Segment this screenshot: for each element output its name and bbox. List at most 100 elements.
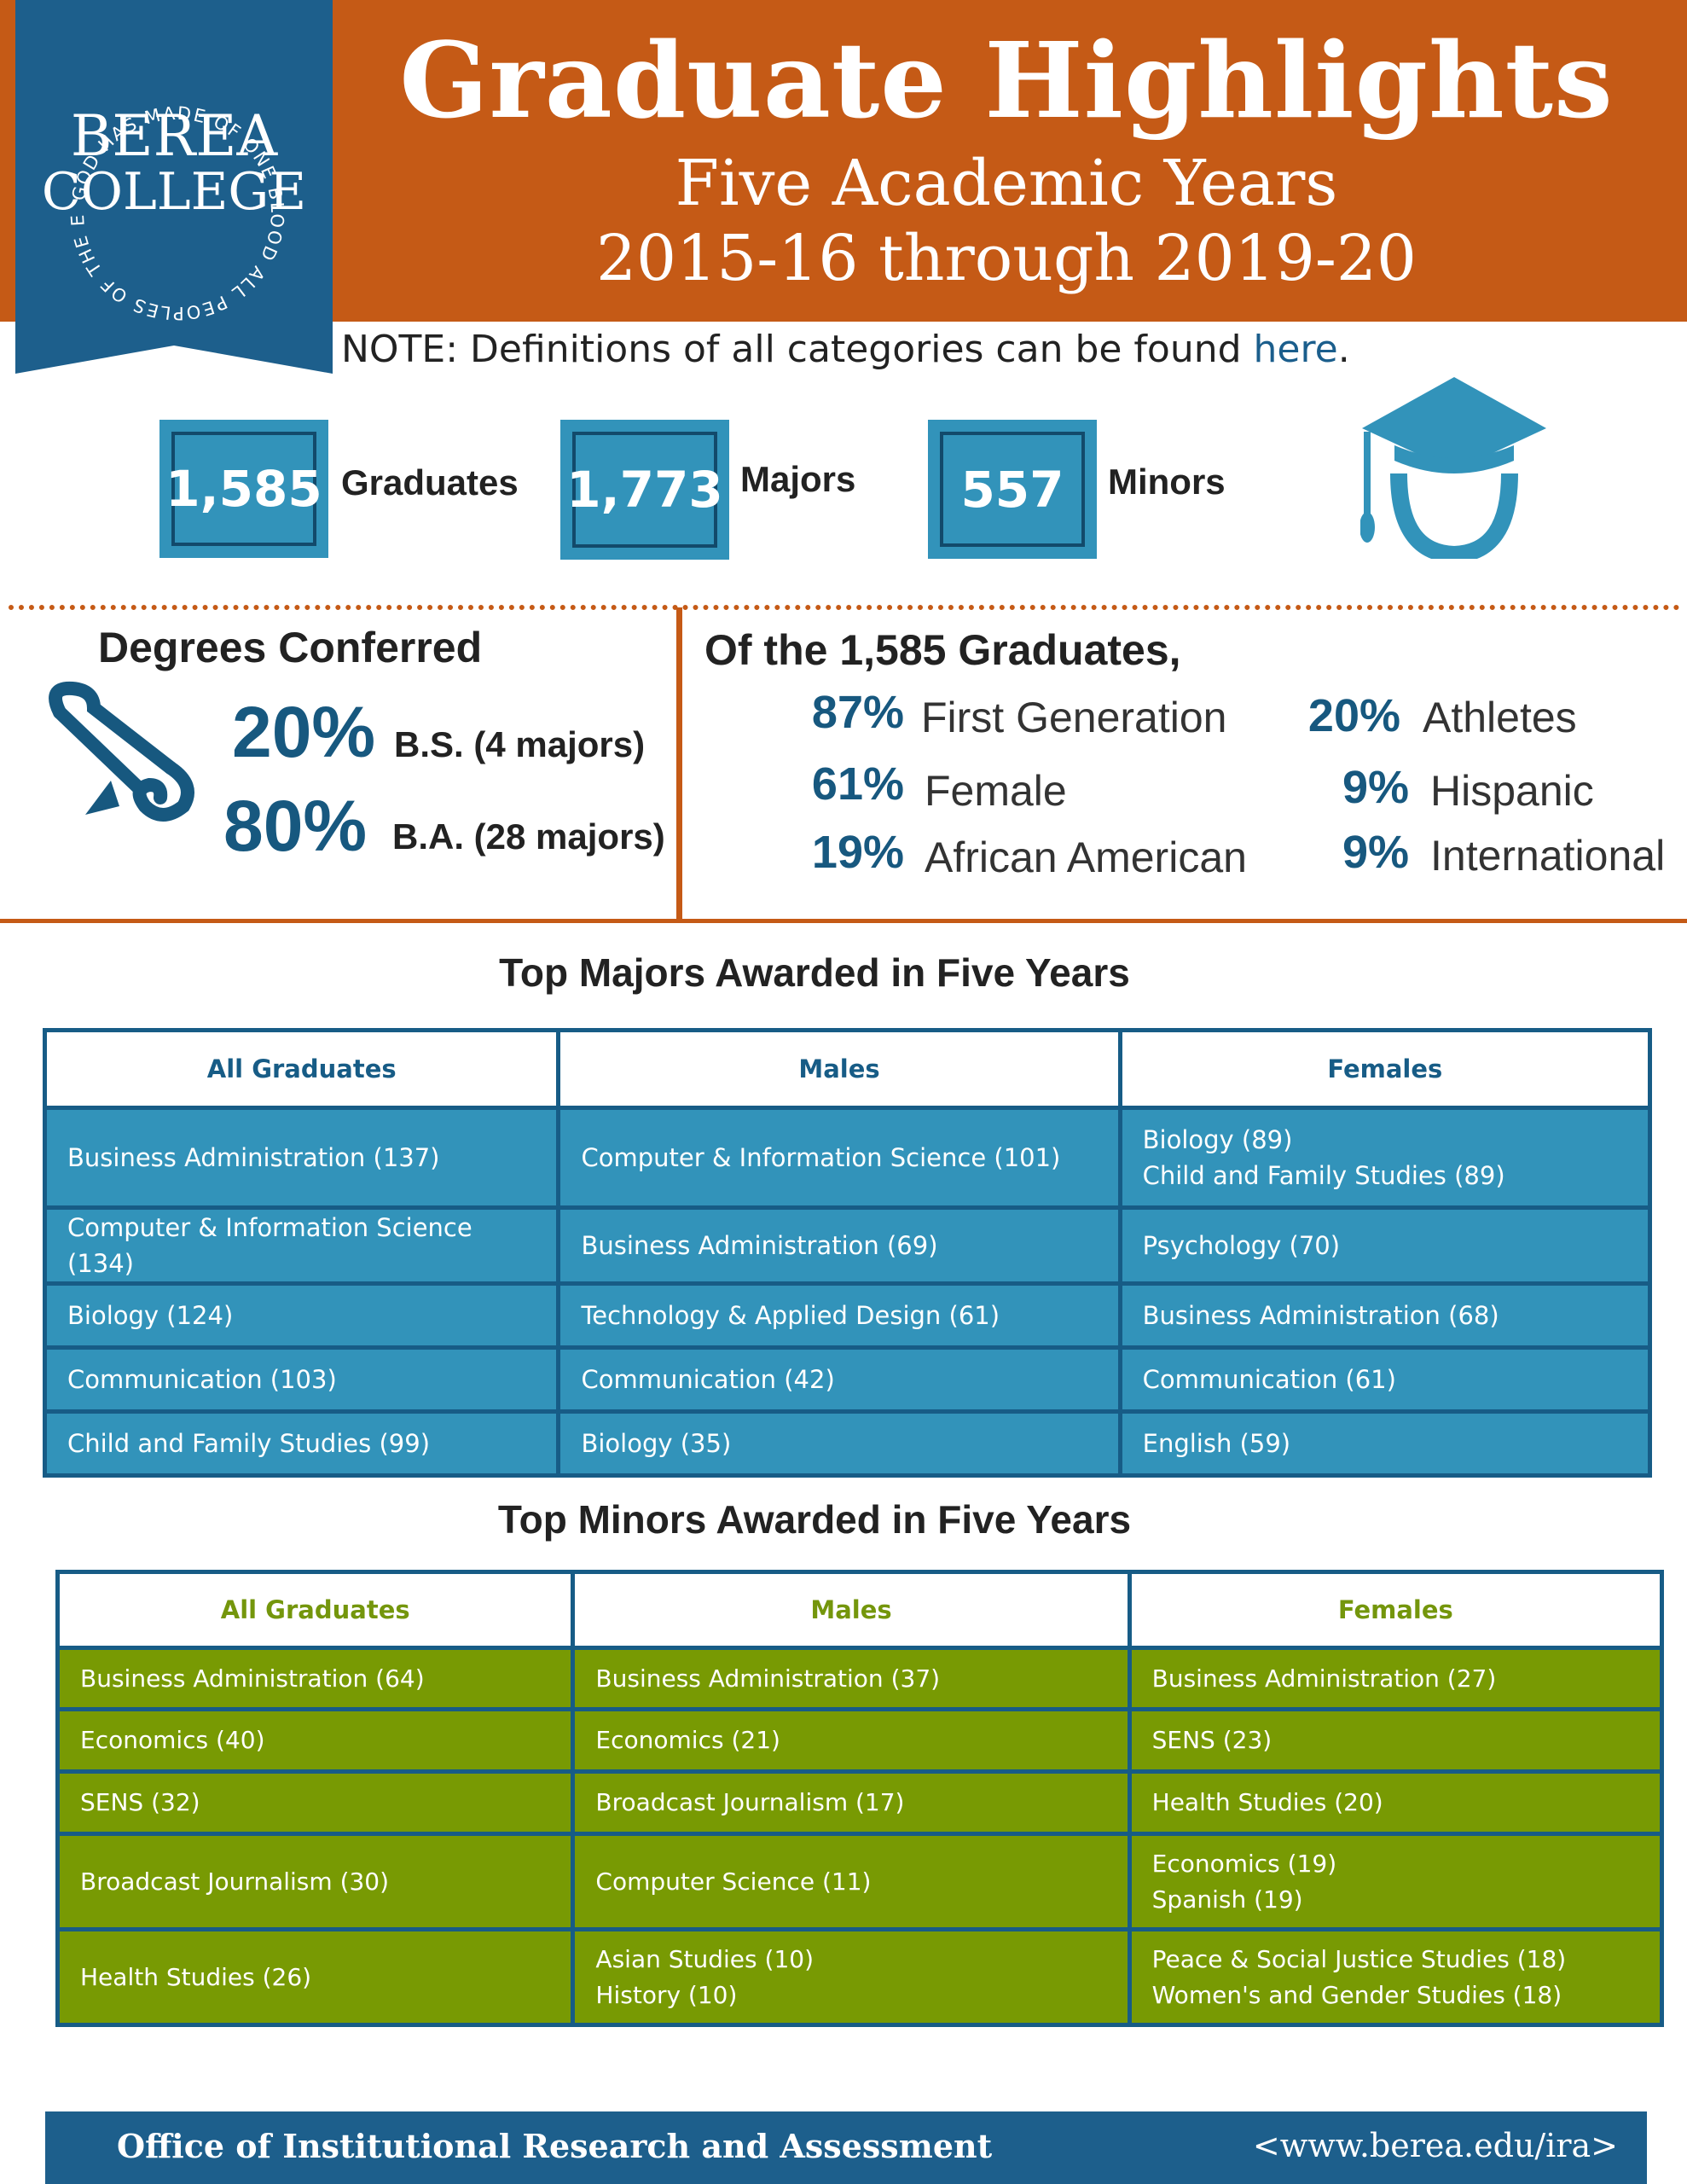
table-cell: Broadcast Journalism (17)	[571, 1769, 1132, 1836]
table-row: Business Administration (137) Computer & …	[42, 1106, 1653, 1210]
cell-entry: Broadcast Journalism (17)	[595, 1788, 905, 1816]
table-row: Economics (40) Economics (21) SENS (23)	[55, 1707, 1665, 1774]
majors-label: Majors	[740, 459, 856, 499]
cell-entry: Computer & Information Science (134)	[67, 1213, 472, 1278]
table-cell: Economics (40)	[55, 1707, 576, 1774]
page-title: Graduate Highlights	[399, 19, 1614, 142]
table-cell: Communication (103)	[42, 1345, 561, 1414]
cell-entry: Broadcast Journalism (30)	[80, 1867, 390, 1896]
cell-entry: Women's and Gender Studies (18)	[1151, 1980, 1562, 2009]
cell-entry: Child and Family Studies (89)	[1142, 1161, 1505, 1190]
cell-entry: Communication (103)	[67, 1365, 337, 1394]
graduates-count: 1,585	[165, 432, 322, 546]
graduates-label: Graduates	[341, 462, 519, 502]
table-cell: Business Administration (137)	[42, 1106, 561, 1210]
bs-label: B.S. (4 majors)	[394, 724, 646, 764]
table-cell: Child and Family Studies (99)	[42, 1409, 561, 1478]
table-cell: Communication (61)	[1117, 1345, 1653, 1414]
table-cell: Peace & Social Justice Studies (18) Women…	[1127, 1927, 1665, 2027]
cell-entry: Economics (40)	[80, 1726, 265, 1754]
table-cell: SENS (32)	[55, 1769, 576, 1836]
table-cell: SENS (23)	[1127, 1707, 1665, 1774]
table-row: Business Administration (64) Business Adm…	[55, 1646, 1665, 1711]
table-cell: Broadcast Journalism (30)	[55, 1832, 576, 1931]
table-cell: Asian Studies (10) History (10)	[571, 1927, 1132, 2027]
table-row: Broadcast Journalism (30) Computer Scienc…	[55, 1832, 1665, 1931]
table-cell: Business Administration (68)	[1117, 1281, 1653, 1350]
minors-table-title: Top Minors Awarded in Five Years	[497, 1497, 1132, 1542]
cell-entry: Computer & Information Science (101)	[581, 1143, 1061, 1172]
table-cell: Economics (21)	[571, 1707, 1132, 1774]
logo-name-line1: BEREA	[71, 103, 279, 169]
first-gen-label: First Generation	[921, 694, 1227, 741]
cell-entry: Spanish (19)	[1151, 1885, 1303, 1914]
cell-entry: Biology (124)	[67, 1301, 234, 1330]
definitions-note: NOTE: Definitions of all categories can …	[341, 328, 1350, 371]
section-divider	[0, 919, 1687, 923]
table-cell: Biology (124)	[42, 1281, 561, 1350]
athletes-pct: 20%	[1307, 690, 1400, 741]
vertical-divider	[676, 607, 682, 921]
table-row: Child and Family Studies (99) Biology (35…	[42, 1409, 1653, 1478]
cell-entry: Business Administration (137)	[67, 1143, 440, 1172]
diploma-scroll-icon	[49, 681, 194, 822]
minors-count: 557	[940, 432, 1085, 547]
minors-header-females: Females	[1127, 1570, 1665, 1650]
table-row: Biology (124) Technology & Applied Design…	[42, 1281, 1653, 1350]
definitions-link[interactable]: here	[1253, 328, 1338, 371]
bs-percent: 20%	[232, 692, 376, 772]
table-row: SENS (32) Broadcast Journalism (17) Health…	[55, 1769, 1665, 1836]
african-american-pct: 19%	[811, 827, 904, 878]
table-cell: Business Administration (69)	[556, 1205, 1122, 1286]
majors-header-all: All Graduates	[42, 1028, 561, 1110]
minors-count-box: 557	[928, 420, 1097, 559]
cell-entry: Health Studies (26)	[80, 1962, 312, 1991]
cell-entry: Biology (89)	[1142, 1125, 1293, 1154]
minors-header-males: Males	[571, 1570, 1132, 1650]
cell-entry: SENS (23)	[1151, 1726, 1272, 1754]
note-end: .	[1337, 328, 1350, 371]
page-subtitle: Five Academic Years	[675, 147, 1338, 220]
graduates-count-box: 1,585	[159, 420, 328, 558]
international-label: International	[1430, 832, 1666, 880]
footer-bar: Office of Institutional Research and Ass…	[45, 2111, 1647, 2184]
table-cell: Biology (89) Child and Family Studies (89…	[1117, 1106, 1653, 1210]
table-cell: Biology (35)	[556, 1409, 1122, 1478]
cell-entry: Communication (42)	[581, 1365, 835, 1394]
graduation-cap-icon	[1360, 377, 1546, 559]
cell-entry: Biology (35)	[581, 1429, 732, 1458]
female-pct: 61%	[811, 758, 904, 810]
cell-entry: Health Studies (20)	[1151, 1788, 1383, 1816]
cell-entry: Business Administration (37)	[595, 1664, 941, 1693]
cell-entry: Business Administration (64)	[80, 1664, 425, 1693]
cell-entry: SENS (32)	[80, 1788, 200, 1816]
table-cell: Computer & Information Science (101)	[556, 1106, 1122, 1210]
ba-label: B.A. (28 majors)	[392, 816, 665, 857]
international-pct: 9%	[1342, 827, 1409, 878]
table-row: Computer & Information Science (134) Busi…	[42, 1205, 1653, 1286]
first-gen-pct: 87%	[811, 687, 904, 738]
footer-website-link[interactable]: <www.berea.edu/ira>	[1252, 2127, 1618, 2164]
degrees-heading: Degrees Conferred	[98, 624, 483, 671]
majors-header-row: All Graduates Males Females	[42, 1028, 1653, 1110]
minors-header-row: All Graduates Males Females	[55, 1570, 1665, 1650]
minors-header-all: All Graduates	[55, 1570, 576, 1650]
note-text: NOTE: Definitions of all categories can …	[341, 328, 1254, 371]
table-cell: Business Administration (27)	[1127, 1646, 1665, 1711]
majors-count-box: 1,773	[560, 420, 729, 560]
cell-entry: History (10)	[595, 1980, 738, 2009]
ba-percent: 80%	[223, 786, 368, 866]
african-american-label: African American	[925, 834, 1247, 881]
minors-label: Minors	[1108, 462, 1226, 502]
table-cell: Business Administration (37)	[571, 1646, 1132, 1711]
female-label: Female	[925, 767, 1067, 815]
athletes-label: Athletes	[1423, 694, 1577, 741]
cell-entry: Child and Family Studies (99)	[67, 1429, 431, 1458]
majors-header-males: Males	[556, 1028, 1122, 1110]
table-cell: Health Studies (26)	[55, 1927, 576, 2027]
cell-entry: Technology & Applied Design (61)	[581, 1301, 1000, 1330]
cell-entry: Computer Science (11)	[595, 1867, 872, 1896]
table-cell: Economics (19) Spanish (19)	[1127, 1832, 1665, 1931]
demographics-heading: Of the 1,585 Graduates,	[704, 626, 1181, 674]
cell-entry: Asian Studies (10)	[595, 1944, 814, 1973]
